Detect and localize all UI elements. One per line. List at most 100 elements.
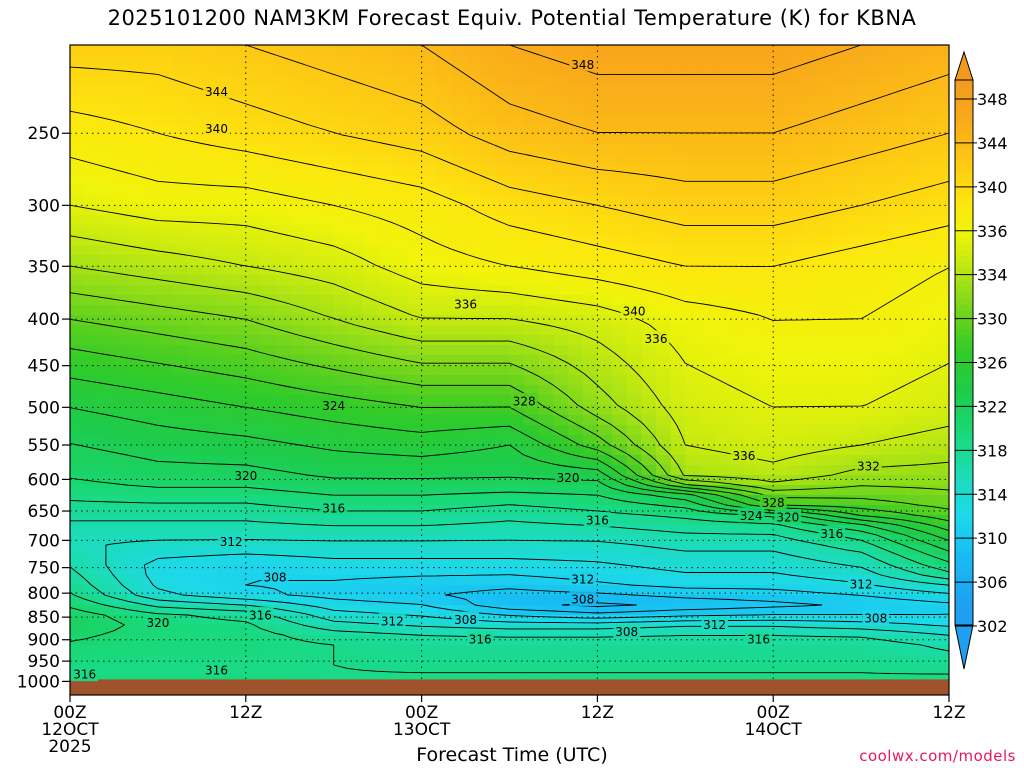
field-cell	[509, 195, 525, 206]
field-cell	[157, 305, 174, 316]
field-cell	[773, 585, 789, 596]
field-cell	[465, 485, 481, 496]
field-cell	[319, 535, 335, 546]
field-cell	[421, 385, 437, 396]
field-cell	[685, 255, 701, 266]
field-cell	[465, 155, 481, 166]
y-tick-label: 300	[28, 196, 60, 216]
field-cell	[363, 255, 379, 266]
field-cell	[157, 655, 174, 666]
contour-label: 340	[623, 305, 646, 319]
colorbar-segment	[955, 86, 973, 93]
field-cell	[128, 215, 144, 226]
field-cell	[919, 315, 935, 326]
field-cell	[875, 645, 891, 656]
contour-label-bg	[554, 469, 582, 485]
field-cell	[406, 405, 423, 416]
field-cell	[480, 365, 496, 376]
field-cell	[113, 455, 130, 466]
field-cell	[773, 115, 789, 126]
field-cell	[363, 105, 379, 116]
field-cell	[377, 415, 393, 426]
field-cell	[333, 455, 349, 466]
field-cell	[641, 545, 657, 556]
field-cell	[758, 475, 774, 486]
field-cell	[70, 305, 86, 316]
contour-label-bg	[862, 610, 890, 626]
field-cell	[582, 145, 598, 156]
field-cell	[436, 375, 452, 386]
field-cell	[70, 555, 86, 566]
field-cell	[289, 165, 305, 176]
field-cell	[377, 285, 393, 296]
field-cell	[275, 635, 291, 646]
field-cell	[304, 565, 320, 576]
field-cell	[245, 495, 262, 506]
field-cell	[494, 195, 511, 206]
colorbar-segment	[955, 134, 973, 142]
field-cell	[260, 305, 276, 316]
field-cell	[890, 605, 906, 616]
field-cell	[406, 205, 423, 216]
field-cell	[919, 445, 935, 456]
colorbar-segment	[955, 328, 973, 335]
colorbar-segment	[955, 394, 973, 402]
field-cell	[465, 595, 481, 606]
field-cell	[304, 185, 320, 196]
field-cell	[245, 45, 262, 56]
field-cell	[275, 505, 291, 516]
field-cell	[289, 385, 305, 396]
field-cell	[568, 635, 584, 646]
field-cell	[729, 485, 745, 496]
field-cell	[568, 215, 584, 226]
field-cell	[84, 475, 100, 486]
field-cell	[568, 135, 584, 146]
field-cell	[802, 645, 818, 656]
field-cell	[626, 195, 642, 206]
field-cell	[99, 425, 115, 436]
field-cell	[626, 655, 642, 666]
field-cell	[128, 525, 144, 536]
field-cell	[758, 275, 774, 286]
y-tick-label: 900	[28, 631, 60, 651]
field-cell	[524, 235, 540, 246]
field-cell	[480, 655, 496, 666]
field-cell	[406, 665, 423, 676]
field-cell	[509, 385, 525, 396]
field-cell	[70, 265, 86, 276]
field-cell	[538, 595, 555, 606]
field-cell	[84, 65, 100, 76]
field-cell	[568, 545, 584, 556]
field-cell	[787, 655, 804, 666]
field-cell	[304, 405, 320, 416]
field-cell	[758, 535, 774, 546]
field-cell	[304, 385, 320, 396]
field-cell	[802, 515, 818, 526]
field-cell	[802, 65, 818, 76]
field-cell	[480, 295, 496, 306]
field-cell	[919, 95, 935, 106]
field-cell	[245, 165, 262, 176]
field-cell	[157, 505, 174, 516]
field-cell	[84, 285, 100, 296]
field-cell	[421, 355, 437, 366]
field-cell	[875, 475, 891, 486]
contour-label-bg	[847, 576, 875, 592]
field-cell	[436, 265, 452, 276]
field-cell	[626, 225, 642, 236]
field-cell	[934, 665, 949, 676]
field-cell	[758, 345, 774, 356]
field-cell	[846, 385, 862, 396]
field-cell	[568, 445, 584, 456]
field-cell	[568, 375, 584, 386]
field-cell	[831, 545, 848, 556]
field-cell	[245, 335, 262, 346]
field-cell	[758, 255, 774, 266]
field-cell	[231, 95, 247, 106]
contour-label: 316	[586, 514, 609, 528]
field-cell	[538, 645, 555, 656]
field-cell	[421, 455, 437, 466]
field-cell	[597, 325, 613, 336]
field-cell	[758, 285, 774, 296]
field-cell	[553, 515, 569, 526]
